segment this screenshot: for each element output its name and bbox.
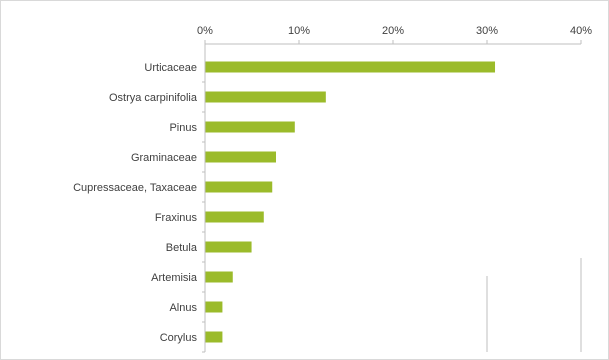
bar bbox=[205, 181, 273, 193]
category-label: Graminaceae bbox=[131, 152, 197, 164]
bar bbox=[205, 61, 496, 73]
x-tick-label: 40% bbox=[570, 25, 592, 37]
category-label: Artemisia bbox=[151, 272, 198, 284]
x-tick-label: 10% bbox=[288, 25, 310, 37]
bar bbox=[205, 301, 223, 313]
category-label: Pinus bbox=[169, 122, 197, 134]
category-label: Fraxinus bbox=[155, 212, 198, 224]
category-label: Betula bbox=[166, 242, 198, 254]
x-tick-label: 20% bbox=[382, 25, 404, 37]
category-label: Cupressaceae, Taxaceae bbox=[73, 182, 197, 194]
bar bbox=[205, 241, 252, 253]
bar bbox=[205, 331, 223, 343]
category-label: Urticaceae bbox=[144, 62, 197, 74]
bar bbox=[205, 91, 326, 103]
category-label: Alnus bbox=[169, 302, 197, 314]
x-tick-label: 0% bbox=[197, 25, 213, 37]
x-tick-label: 30% bbox=[476, 25, 498, 37]
category-label: Ostrya carpinifolia bbox=[109, 92, 198, 104]
bar bbox=[205, 271, 233, 283]
bar bbox=[205, 121, 295, 133]
bar bbox=[205, 211, 264, 223]
category-label: Corylus bbox=[160, 332, 198, 344]
bar bbox=[205, 151, 276, 163]
